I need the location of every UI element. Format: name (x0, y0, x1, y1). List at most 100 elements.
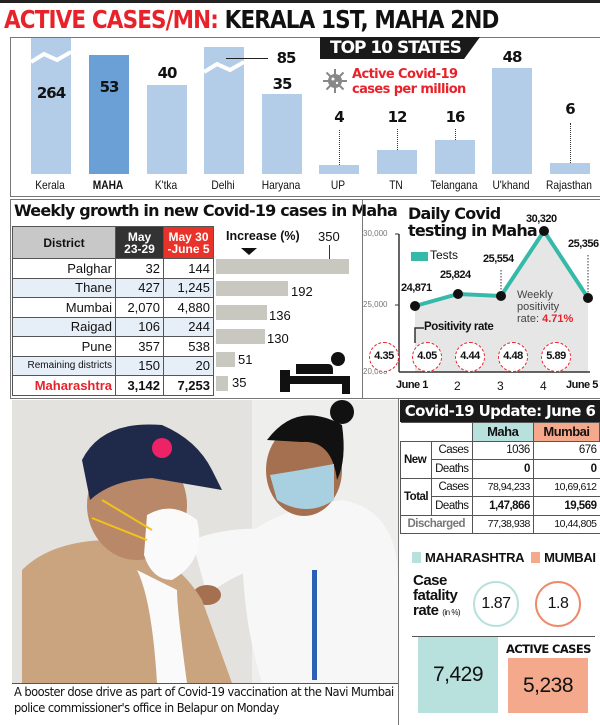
bar-maharashtra (216, 376, 228, 391)
label-maha: MAHA (92, 178, 124, 192)
col-district: District (12, 226, 116, 259)
label-raigad: 130 (267, 331, 289, 346)
active-mumbai: 5,238 (508, 658, 588, 713)
update-table: Maha Mumbai New Cases 1036 676 Deaths 0 … (399, 422, 600, 534)
patient-bed-icon (280, 352, 350, 394)
cfr-l2: fatality (413, 587, 458, 604)
positivity-june4: 4.48 (498, 342, 528, 372)
table-row: Remaining districts 150 20 (12, 355, 214, 376)
x-tick: June 1 (396, 379, 428, 391)
cfr-maha-ring: 1.87 (473, 581, 519, 627)
table-row: Raigad 106 244 (12, 316, 214, 337)
table-row: Thane 427 1,245 (12, 277, 214, 298)
label-ktka: K'tka (154, 178, 178, 192)
table-row: Discharged 77,38,938 10,44,805 (400, 514, 600, 534)
break-icon (204, 60, 244, 74)
bar-telangana (435, 140, 475, 174)
bar-maha (89, 55, 129, 174)
x-tick: June 5 (566, 379, 598, 391)
table-row: Deaths 0 0 (401, 459, 600, 479)
divider (10, 398, 600, 399)
bar-thane (216, 281, 288, 296)
bar-kerala (31, 38, 71, 174)
label-delhi: Delhi (211, 178, 235, 192)
positivity-june1: 4.35 (369, 342, 399, 372)
testing-line-chart (395, 226, 593, 373)
table-row: Deaths 1,47,866 19,569 (401, 496, 600, 516)
label-mumbai: 136 (269, 308, 291, 323)
value-june2: 25,824 (440, 269, 471, 281)
divider (10, 199, 600, 200)
y-tick: 30,000 (363, 229, 388, 238)
leader-line (226, 58, 268, 59)
table-row: Mumbai 2,070 4,880 (12, 297, 214, 318)
bar-ktka (147, 85, 187, 174)
headline-black: KERALA 1ST, MAHA 2ND (218, 5, 500, 34)
dotted-leader (339, 130, 340, 165)
tests-legend-swatch (411, 252, 428, 261)
col-mumbai: Mumbai (532, 422, 600, 442)
testing-panel (362, 200, 600, 398)
positivity-june2: 4.05 (412, 342, 442, 372)
subtitle-line1: Active Covid-19 (352, 67, 458, 82)
testing-title-l1: Daily Covid (408, 204, 501, 223)
scale-label: 350 (318, 229, 340, 244)
table-row-total: Maharashtra 3,142 7,253 (12, 375, 214, 396)
x-tick: 2 (454, 379, 461, 393)
x-tick: 3 (497, 379, 504, 393)
photo-caption: A booster dose drive as part of Covid-19… (14, 684, 394, 715)
positivity-june3: 4.44 (455, 342, 485, 372)
maha-swatch (412, 552, 421, 563)
weekly-l2: positivity (517, 301, 560, 313)
value-haryana: 35 (272, 75, 293, 93)
caption-rule (12, 683, 398, 684)
cfr-label: Case fatality rate (in %) (413, 572, 461, 620)
top10-badge: TOP 10 STATES (320, 37, 480, 59)
bar-up (319, 165, 359, 174)
cfr-l3: rate (413, 602, 439, 619)
divider (412, 636, 595, 637)
cfr-l1: Case (413, 572, 447, 589)
value-june4: 30,320 (526, 213, 557, 225)
label-ukhand: U'khand (492, 178, 530, 192)
tests-legend-label: Tests (430, 248, 459, 262)
col-maha: Maha (471, 422, 534, 442)
y-tick: 20,000 (363, 367, 388, 376)
table-row: Palghar 32 144 (12, 258, 214, 279)
label-thane: 192 (291, 284, 313, 299)
x-tick: 4 (540, 379, 547, 393)
value-tn: 12 (387, 108, 408, 126)
positivity-june5: 5.89 (541, 342, 571, 372)
label-maharashtra: 35 (232, 375, 247, 390)
vaccination-photo (12, 400, 398, 683)
bar-haryana (262, 94, 302, 174)
legend: MAHARASHTRA MUMBAI (412, 550, 596, 565)
bar-ukhand (492, 68, 532, 174)
positivity-label: Positivity rate (424, 321, 494, 333)
label-up: UP (330, 178, 346, 192)
label-kerala: Kerala (35, 178, 65, 192)
subtitle-line2: cases per million (352, 82, 466, 97)
weekly-growth-panel (10, 200, 360, 398)
bar-tn (377, 150, 417, 174)
testing-title: Daily Covid testing in Maha (408, 204, 538, 239)
top-rule (0, 0, 600, 3)
cfr-mumbai-ring: 1.8 (535, 581, 581, 627)
col-june: May 30 -June 5 (163, 226, 214, 259)
label-tn: TN (389, 178, 403, 192)
table-row: Pune 357 538 (12, 336, 214, 357)
headline: ACTIVE CASES/MN: KERALA 1ST, MAHA 2ND (4, 4, 499, 36)
value-maha: 53 (99, 78, 120, 96)
dotted-leader (455, 129, 456, 140)
value-june3: 25,554 (483, 253, 514, 265)
label-rajasthan: Rajasthan (546, 178, 592, 192)
col-may: May 23-29 (115, 226, 164, 259)
legend-mumbai: MUMBAI (544, 550, 596, 565)
table-row: Total Cases 78,94,233 10,69,612 (399, 477, 600, 516)
district-table: District May 23-29 May 30 -June 5 Palghar 3… (12, 226, 214, 396)
label-telangana: Telangana (430, 178, 478, 192)
label-pune: 51 (238, 352, 253, 367)
value-rajasthan: 6 (565, 100, 575, 118)
weekly-l1: Weekly (517, 289, 553, 301)
headline-red: ACTIVE CASES/MN: (4, 5, 219, 34)
